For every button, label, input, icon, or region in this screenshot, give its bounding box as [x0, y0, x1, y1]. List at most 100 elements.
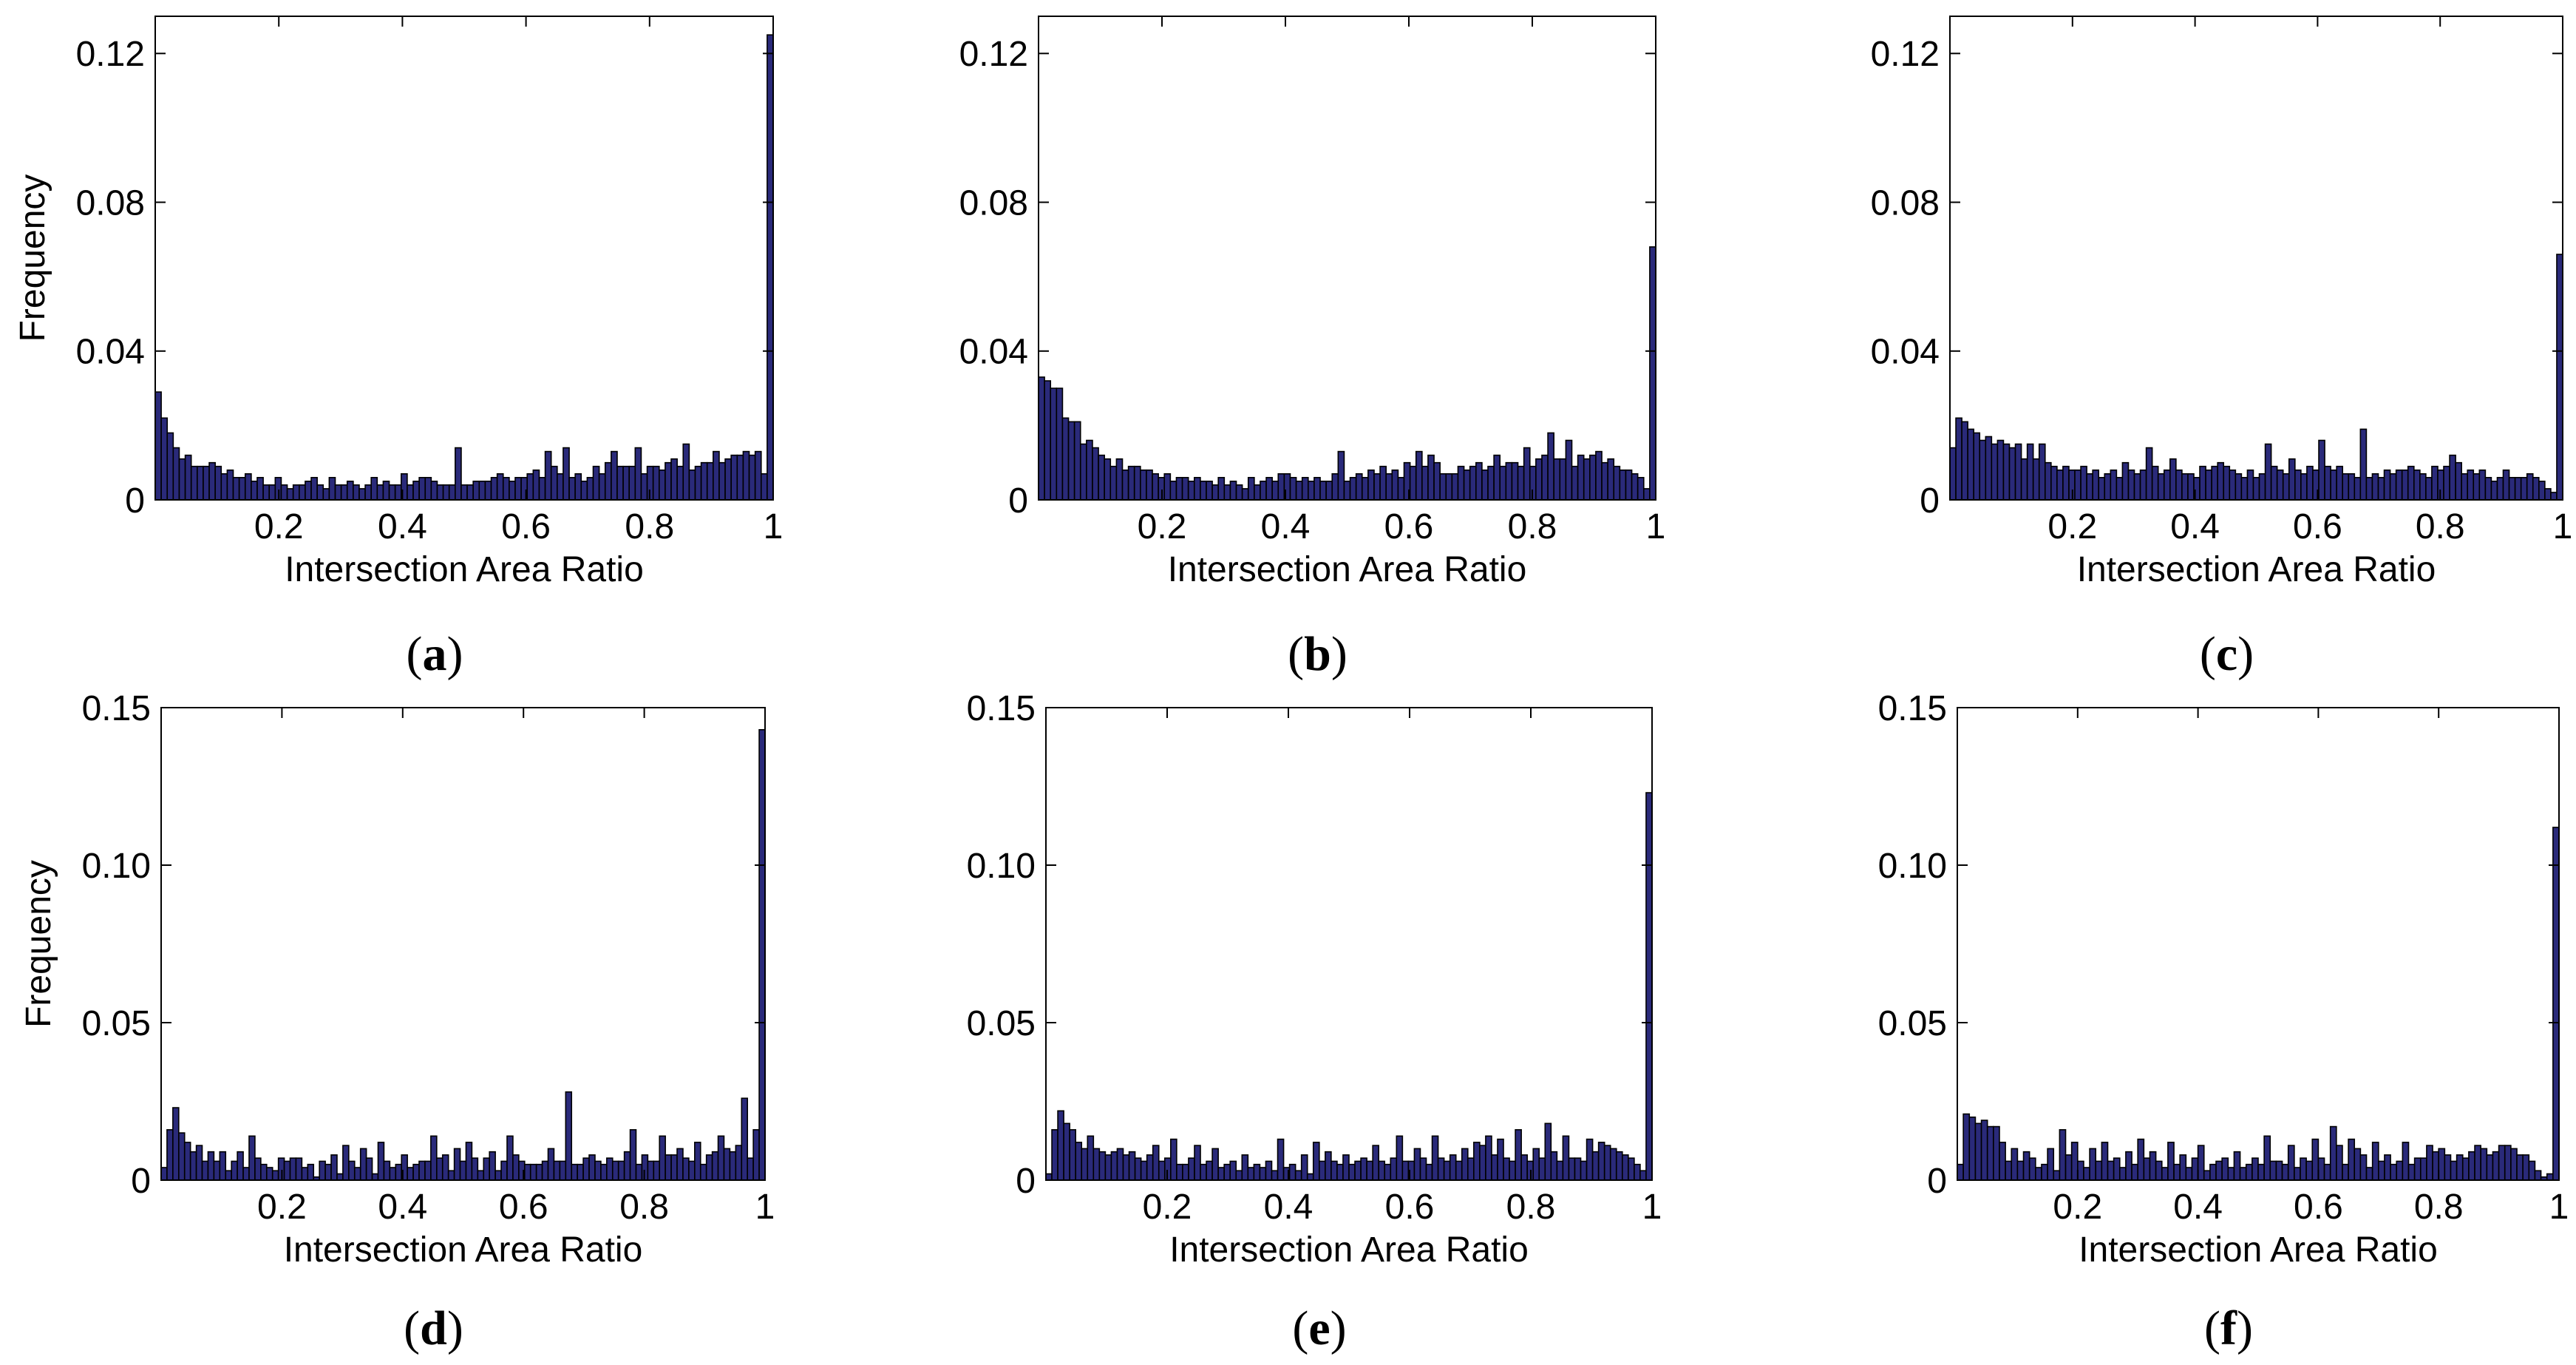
histogram-bar: [541, 1160, 549, 1181]
x-tick-label: 0.6: [2294, 1188, 2343, 1227]
histogram-bar: [2484, 477, 2492, 501]
histogram-bar: [2498, 1145, 2506, 1181]
histogram-bar: [1481, 469, 1489, 501]
histogram-bar: [1628, 1157, 1635, 1181]
histogram-bar: [2389, 472, 2397, 501]
histogram-bar: [1473, 1142, 1481, 1181]
histogram-bar: [2305, 1160, 2314, 1181]
histogram-bar: [1384, 1163, 1392, 1181]
histogram-bar: [195, 1145, 203, 1181]
histogram-bar: [1182, 1163, 1189, 1181]
histogram-bar: [1451, 472, 1459, 501]
histogram-bar: [472, 481, 480, 501]
histogram-bar: [172, 1107, 180, 1181]
histogram-bar: [1200, 481, 1207, 501]
histogram-bar: [328, 477, 336, 501]
histogram-bar: [172, 447, 180, 501]
histogram-bar: [2026, 443, 2034, 501]
histogram-bar: [2534, 1170, 2542, 1181]
histogram-bar: [1121, 469, 1129, 501]
histogram-bar: [2329, 1125, 2337, 1181]
histogram-bar: [2185, 1167, 2193, 1181]
histogram-bar: [2264, 443, 2272, 501]
histogram-bar: [324, 1163, 332, 1181]
histogram-bar: [2062, 465, 2070, 501]
histogram-bar: [2342, 1163, 2349, 1181]
histogram-bar: [544, 450, 552, 501]
histogram-bar: [1259, 1167, 1267, 1181]
x-tick-label: 0.2: [2053, 1188, 2102, 1227]
histogram-bar: [2257, 1163, 2265, 1181]
histogram-bar: [2532, 477, 2540, 501]
histogram-bar: [1217, 1167, 1225, 1181]
histogram-bar: [1211, 1148, 1219, 1181]
histogram-bar: [1613, 465, 1621, 501]
histogram-bar: [483, 1157, 490, 1181]
histogram-bar: [1433, 461, 1441, 501]
histogram-bar: [2240, 477, 2249, 501]
histogram-bar: [506, 1135, 514, 1181]
histogram-bar: [2288, 458, 2296, 501]
histogram-panel-e: 0 0.05 0.10 0.15 0.2 0.4 0.6 0.8 1 Intersection A…: [967, 689, 1662, 1355]
histogram-bar: [2016, 1160, 2025, 1181]
histogram-bar: [1223, 1163, 1231, 1181]
histogram-bar: [389, 1167, 397, 1181]
histogram-bar: [295, 1157, 303, 1181]
histogram-bar: [752, 1129, 760, 1181]
histogram-bar: [2480, 1148, 2488, 1181]
histogram-bar: [659, 1135, 666, 1181]
histogram-bar: [2187, 472, 2195, 501]
histogram-bar: [2155, 1160, 2163, 1181]
histogram-bar: [1360, 1157, 1367, 1181]
histogram-bar: [388, 484, 396, 501]
histogram-bar: [1391, 469, 1399, 501]
histogram-bar: [1565, 439, 1573, 501]
histogram-bar: [705, 1154, 713, 1181]
plot-frame: [1957, 707, 2560, 1181]
histogram-bar: [2359, 1154, 2368, 1181]
histogram-bar: [676, 1148, 684, 1181]
histogram-bar: [2118, 1167, 2127, 1181]
histogram-bar: [1463, 469, 1471, 501]
histogram-bar: [1087, 1135, 1095, 1181]
x-axis-label: Intersection Area Ratio: [1169, 1230, 1529, 1270]
histogram-bar: [1544, 1122, 1552, 1181]
x-tick-label: 0.4: [2173, 1188, 2223, 1227]
histogram-bar: [353, 1167, 361, 1181]
histogram-bar: [2473, 472, 2481, 501]
histogram-bar: [219, 1151, 227, 1181]
histogram-bar: [1469, 465, 1477, 501]
histogram-bar: [2407, 1163, 2416, 1181]
x-axis-label: Intersection Area Ratio: [284, 1230, 643, 1270]
histogram-bar: [1265, 1160, 1273, 1181]
histogram-bar: [2556, 254, 2563, 501]
histogram-bar: [2227, 1167, 2235, 1181]
histogram-bar: [550, 465, 558, 501]
histogram-bar: [2413, 469, 2421, 501]
x-tick-label: 0.8: [619, 1188, 669, 1227]
histogram-bar: [2342, 472, 2350, 501]
histogram-bar: [760, 472, 768, 501]
histogram-bar: [2450, 1160, 2458, 1181]
histogram-bar: [1431, 1135, 1439, 1181]
histogram-bar: [310, 477, 318, 501]
histogram-bar: [1985, 436, 1993, 501]
y-tick-label: 0.05: [967, 1004, 1036, 1043]
histogram-bar: [1589, 454, 1597, 501]
histogram-bar: [307, 1163, 315, 1181]
histogram-bar: [1229, 481, 1237, 501]
histogram-bar: [694, 465, 702, 501]
histogram-bar: [1217, 477, 1226, 501]
histogram-bar: [1541, 454, 1549, 501]
y-tick-label: 0.10: [967, 847, 1036, 886]
histogram-bar: [1152, 1145, 1160, 1181]
x-tick-label: 0.6: [2293, 507, 2342, 546]
histogram-bar: [538, 477, 546, 501]
histogram-bar: [1169, 481, 1177, 501]
histogram-bar: [2083, 1167, 2090, 1181]
histogram-bar: [1591, 1151, 1600, 1181]
histogram-bar: [2028, 1157, 2036, 1181]
histogram-bar: [509, 481, 516, 501]
histogram-bar: [2127, 469, 2135, 501]
histogram-bar: [2038, 443, 2046, 501]
